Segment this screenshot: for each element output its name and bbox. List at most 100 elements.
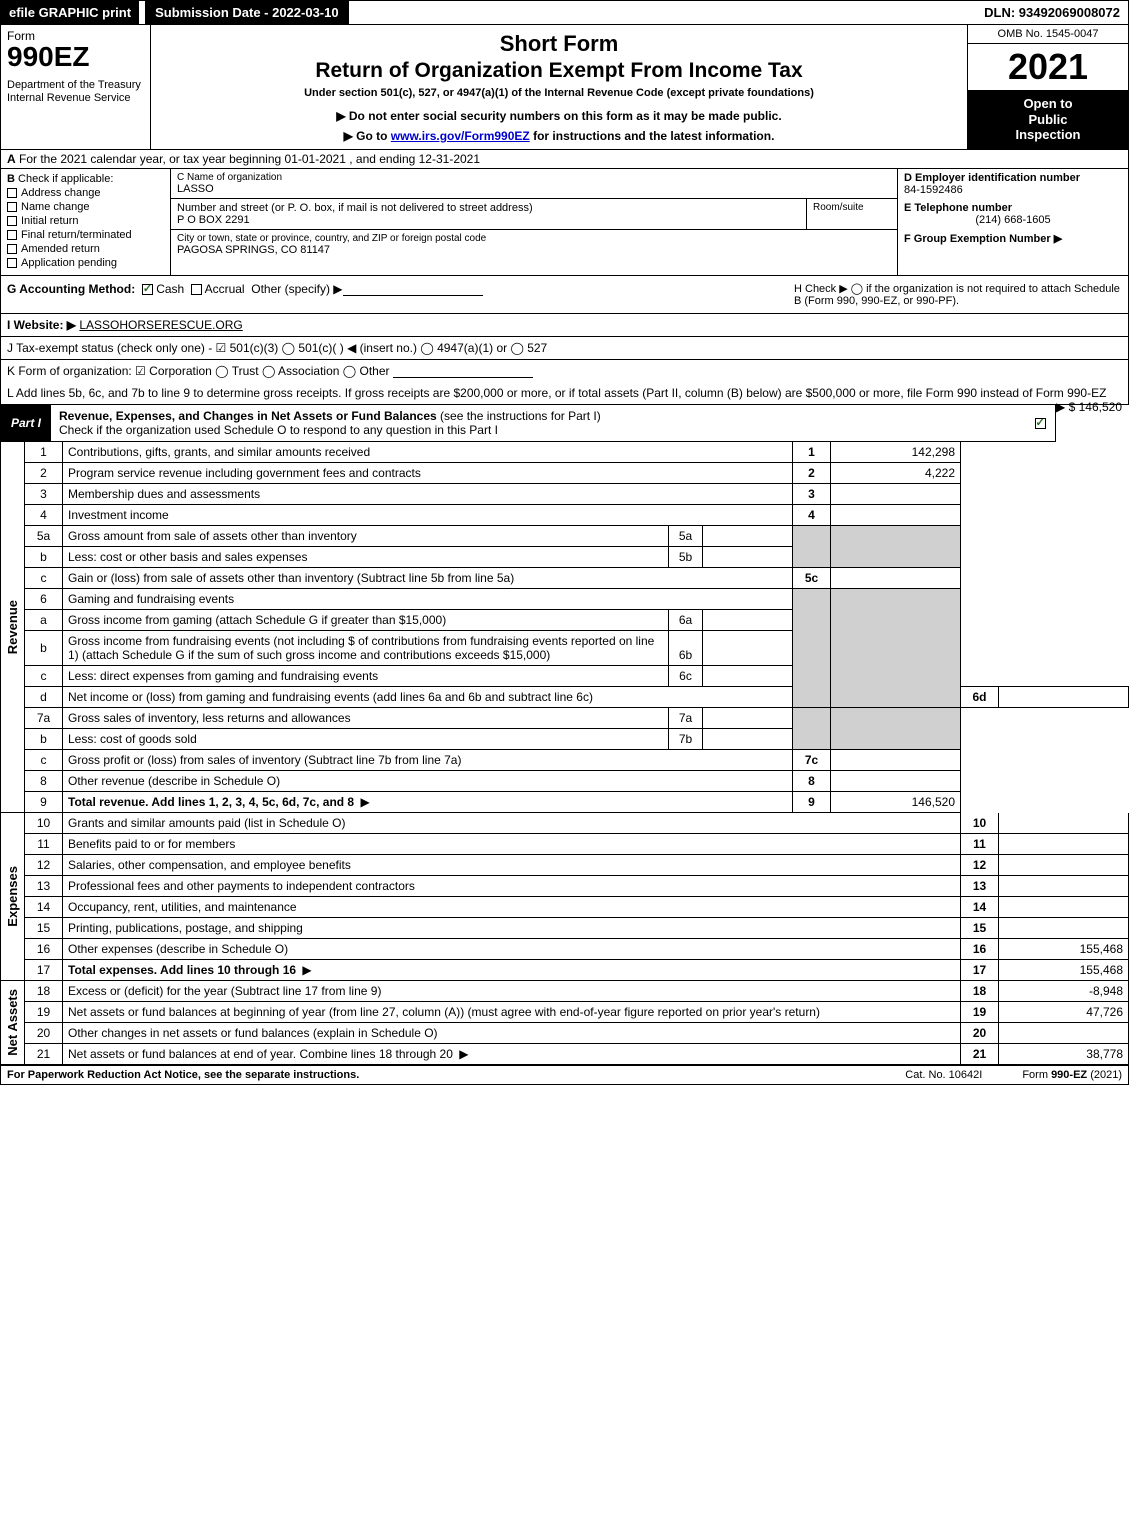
- line-6a-mbval: [703, 610, 793, 631]
- ein-label: D Employer identification number: [904, 172, 1122, 184]
- line-5a-mb: 5a: [669, 526, 703, 547]
- line-5c-desc: Gain or (loss) from sale of assets other…: [63, 568, 793, 589]
- line-6d: d Net income or (loss) from gaming and f…: [25, 687, 1129, 708]
- section-b: B Check if applicable: Address change Na…: [1, 169, 171, 275]
- line-12-amt: [999, 855, 1129, 876]
- line-5b-mb: 5b: [669, 547, 703, 568]
- line-17-arrow: ▶: [302, 963, 311, 977]
- line-3-box: 3: [793, 484, 831, 505]
- other-specify-line: [343, 284, 483, 296]
- line-16-amt: 155,468: [999, 939, 1129, 960]
- check-accrual[interactable]: [191, 284, 202, 295]
- submission-date-label: Submission Date - 2022-03-10: [145, 1, 349, 24]
- line-16-box: 16: [961, 939, 999, 960]
- efile-print-button[interactable]: efile GRAPHIC print: [1, 1, 139, 24]
- line-10: 10 Grants and similar amounts paid (list…: [25, 813, 1129, 834]
- check-final-return-label: Final return/terminated: [21, 229, 132, 241]
- header-center: Short Form Return of Organization Exempt…: [151, 25, 968, 149]
- line-19-amt: 47,726: [999, 1002, 1129, 1023]
- line-11-box: 11: [961, 834, 999, 855]
- line-8-desc: Other revenue (describe in Schedule O): [63, 771, 793, 792]
- city-block: City or town, state or province, country…: [171, 230, 897, 275]
- netassets-lines: 18 Excess or (deficit) for the year (Sub…: [24, 981, 1129, 1065]
- line-7c: c Gross profit or (loss) from sales of i…: [25, 750, 1129, 771]
- ein-value: 84-1592486: [904, 184, 1122, 196]
- line-2: 2 Program service revenue including gove…: [25, 463, 1129, 484]
- line-5ab-boxshade: [793, 526, 831, 568]
- line-6b: b Gross income from fundraising events (…: [25, 631, 1129, 666]
- line-9-desc-b: Total revenue. Add lines 1, 2, 3, 4, 5c,…: [68, 795, 354, 809]
- inspection-badge: Open to Public Inspection: [968, 90, 1128, 149]
- check-final-return[interactable]: [7, 230, 17, 240]
- line-14-num: 14: [25, 897, 63, 918]
- check-initial-return[interactable]: [7, 216, 17, 226]
- revenue-lines: 1 Contributions, gifts, grants, and simi…: [24, 442, 1129, 813]
- form-header: Form 990EZ Department of the Treasury In…: [0, 25, 1129, 150]
- line-13-num: 13: [25, 876, 63, 897]
- other-label: Other (specify) ▶: [251, 282, 342, 296]
- line-7b-desc: Less: cost of goods sold: [63, 729, 669, 750]
- line-11: 11 Benefits paid to or for members 11: [25, 834, 1129, 855]
- section-a: A For the 2021 calendar year, or tax yea…: [0, 150, 1129, 169]
- line-5a-num: 5a: [25, 526, 63, 547]
- footer-right-post: (2021): [1087, 1069, 1122, 1081]
- website-value[interactable]: LASSOHORSERESCUE.ORG: [79, 318, 242, 332]
- line-7b-mb: 7b: [669, 729, 703, 750]
- line-2-desc: Program service revenue including govern…: [63, 463, 793, 484]
- line-21-arrow: ▶: [459, 1047, 468, 1061]
- line-6d-box: 6d: [961, 687, 999, 708]
- check-cash[interactable]: [142, 284, 153, 295]
- goto-post: for instructions and the latest informat…: [530, 129, 775, 143]
- check-initial-return-label: Initial return: [21, 215, 78, 227]
- footer-right-bold: 990-EZ: [1051, 1069, 1087, 1081]
- line-21-desc-t: Net assets or fund balances at end of ye…: [68, 1047, 453, 1061]
- section-l: L Add lines 5b, 6c, and 7b to line 9 to …: [0, 382, 1129, 405]
- line-20-num: 20: [25, 1023, 63, 1044]
- line-7a-num: 7a: [25, 708, 63, 729]
- line-7c-num: c: [25, 750, 63, 771]
- line-5a-mbval: [703, 526, 793, 547]
- line-7b-mbval: [703, 729, 793, 750]
- section-l-text: L Add lines 5b, 6c, and 7b to line 9 to …: [7, 386, 1106, 400]
- line-18-num: 18: [25, 981, 63, 1002]
- check-name-change[interactable]: [7, 202, 17, 212]
- check-amended-return[interactable]: [7, 244, 17, 254]
- line-5c: c Gain or (loss) from sale of assets oth…: [25, 568, 1129, 589]
- group-exemption-label: F Group Exemption Number ▶: [904, 232, 1122, 245]
- line-6b-mb: 6b: [669, 631, 703, 666]
- check-application-pending[interactable]: [7, 258, 17, 268]
- line-8-num: 8: [25, 771, 63, 792]
- goto-link[interactable]: www.irs.gov/Form990EZ: [391, 129, 530, 143]
- section-k: K Form of organization: ☑ Corporation ◯ …: [0, 360, 1129, 382]
- line-5a: 5a Gross amount from sale of assets othe…: [25, 526, 1129, 547]
- line-17-amt: 155,468: [999, 960, 1129, 981]
- line-5b-desc: Less: cost or other basis and sales expe…: [63, 547, 669, 568]
- page-footer: For Paperwork Reduction Act Notice, see …: [0, 1065, 1129, 1085]
- line-14: 14 Occupancy, rent, utilities, and maint…: [25, 897, 1129, 918]
- check-initial-return-row: Initial return: [7, 215, 164, 227]
- line-17-desc: Total expenses. Add lines 10 through 16 …: [63, 960, 961, 981]
- line-9-desc: Total revenue. Add lines 1, 2, 3, 4, 5c,…: [63, 792, 793, 813]
- line-7b-num: b: [25, 729, 63, 750]
- goto-pre: ▶ Go to: [344, 129, 391, 143]
- netassets-table: 18 Excess or (deficit) for the year (Sub…: [24, 981, 1129, 1065]
- line-6a-mb: 6a: [669, 610, 703, 631]
- line-20: 20 Other changes in net assets or fund b…: [25, 1023, 1129, 1044]
- org-name-block: C Name of organization LASSO: [171, 169, 897, 199]
- line-15-amt: [999, 918, 1129, 939]
- line-15: 15 Printing, publications, postage, and …: [25, 918, 1129, 939]
- line-11-num: 11: [25, 834, 63, 855]
- line-8-amt: [831, 771, 961, 792]
- line-5c-amt: [831, 568, 961, 589]
- header-right: OMB No. 1545-0047 2021 Open to Public In…: [968, 25, 1128, 149]
- line-20-desc: Other changes in net assets or fund bala…: [63, 1023, 961, 1044]
- section-d: D Employer identification number 84-1592…: [898, 169, 1128, 199]
- part-1-check[interactable]: [1035, 418, 1046, 429]
- check-address-change[interactable]: [7, 188, 17, 198]
- line-3-amt: [831, 484, 961, 505]
- line-7ab-amtshade: [831, 708, 961, 750]
- line-9-amt: 146,520: [831, 792, 961, 813]
- sections-b-through-f: B Check if applicable: Address change Na…: [0, 169, 1129, 276]
- section-k-other-line: [393, 366, 533, 378]
- header-left: Form 990EZ Department of the Treasury In…: [1, 25, 151, 149]
